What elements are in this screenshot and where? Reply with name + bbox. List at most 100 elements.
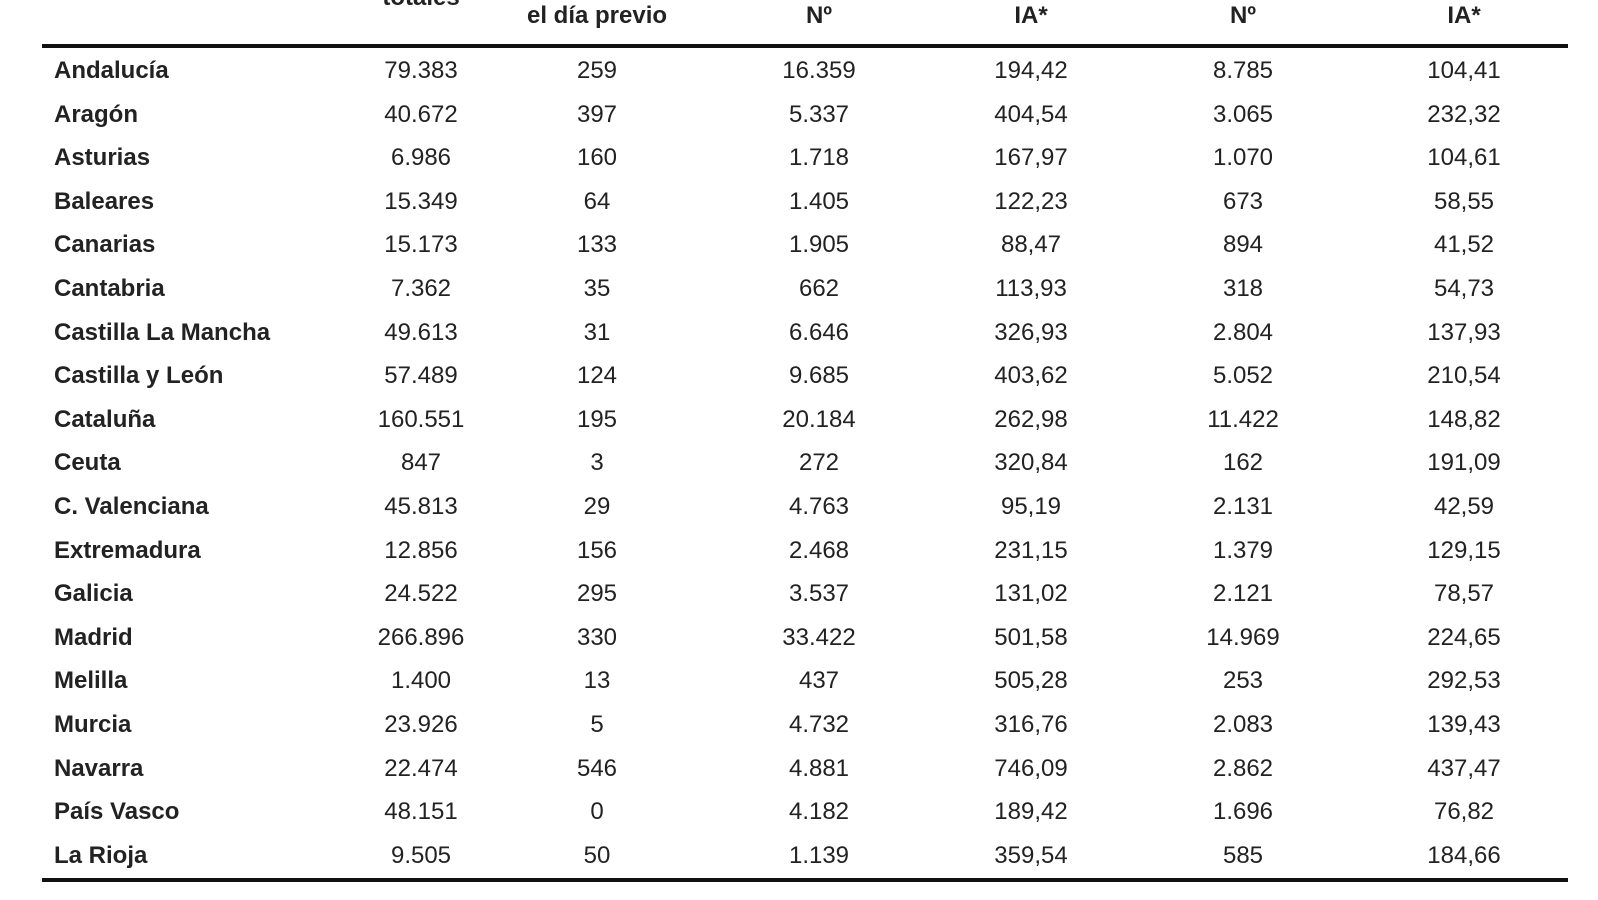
region-name: Asturias <box>54 144 151 172</box>
region-name: Aragón <box>54 100 138 128</box>
table-cell: 359,54 <box>994 841 1068 869</box>
table-cell: 4.763 <box>788 493 850 520</box>
table-cell: 22.474 <box>384 754 458 782</box>
table-cell: 3 <box>590 449 604 477</box>
column-header: IA* <box>1447 2 1481 29</box>
table-cell: 194,42 <box>994 57 1068 84</box>
table-cell: 113,93 <box>995 275 1067 302</box>
table-cell: 6.646 <box>788 318 850 346</box>
table-cell: 259 <box>576 57 618 84</box>
table-cell: 137,93 <box>1427 318 1501 346</box>
table-cell: 6.986 <box>390 144 452 172</box>
table-cell: 41,52 <box>1433 231 1495 259</box>
table-cell: 403,62 <box>994 362 1068 390</box>
table-cell: 3.537 <box>788 580 850 608</box>
table-cell: 167,97 <box>994 144 1068 172</box>
table-cell: 847 <box>400 449 442 477</box>
table-cell: 162 <box>1222 449 1264 477</box>
region-name: Melilla <box>54 667 128 695</box>
table-cell: 272 <box>798 449 840 477</box>
region-name: Baleares <box>54 187 155 215</box>
table-cell: 15.349 <box>384 187 458 215</box>
bottom-rule <box>42 878 1568 882</box>
table-cell: 1.379 <box>1212 536 1274 564</box>
table-cell: 64 <box>583 187 611 215</box>
table-cell: 124 <box>576 362 618 390</box>
table-cell: 2.121 <box>1212 580 1274 608</box>
table-cell: 189,42 <box>994 798 1068 826</box>
table-cell: 292,53 <box>1427 667 1501 695</box>
table-cell: 505,28 <box>994 667 1068 695</box>
table-cell: 9.505 <box>390 841 452 869</box>
table-cell: 5 <box>590 711 604 738</box>
region-name: Extremadura <box>54 536 201 564</box>
table-cell: 57.489 <box>384 362 458 390</box>
table-cell: 4.732 <box>788 711 850 738</box>
table-cell: 746,09 <box>994 754 1068 782</box>
table-cell: 1.070 <box>1212 144 1274 172</box>
table-cell: 673 <box>1222 187 1264 215</box>
table-cell: 139,43 <box>1427 711 1501 738</box>
table-cell: 45.813 <box>384 493 458 520</box>
table-cell: 35 <box>583 275 611 302</box>
region-name: Cantabria <box>54 275 165 302</box>
table-cell: 1.696 <box>1212 798 1274 826</box>
region-name: País Vasco <box>54 798 180 826</box>
table-cell: 4.182 <box>788 798 850 826</box>
table-cell: 8.785 <box>1212 57 1274 84</box>
column-header: el día previo <box>526 2 668 29</box>
region-name: Madrid <box>54 623 133 651</box>
table-cell: 31 <box>583 318 611 346</box>
table-cell: 15.173 <box>384 231 458 259</box>
table-cell: 148,82 <box>1427 405 1501 433</box>
table-cell: 48.151 <box>384 798 458 826</box>
region-name: Canarias <box>54 231 156 259</box>
table-cell: 160 <box>576 144 618 172</box>
table-cell: 5.337 <box>788 100 850 128</box>
table-cell: 11.422 <box>1207 405 1279 433</box>
table-cell: 320,84 <box>994 449 1068 477</box>
header-rule <box>42 44 1568 48</box>
table-cell: 330 <box>576 623 618 651</box>
table-cell: 33.422 <box>782 623 856 651</box>
table-cell: 326,93 <box>994 318 1068 346</box>
table-cell: 316,76 <box>994 711 1068 738</box>
table-cell: 232,32 <box>1427 100 1501 128</box>
table-cell: 2.083 <box>1212 711 1274 738</box>
table-cell: 2.131 <box>1212 493 1274 520</box>
table-cell: 122,23 <box>994 187 1068 215</box>
table-cell: 129,15 <box>1427 536 1501 564</box>
region-name: Cataluña <box>54 405 156 433</box>
region-name: Andalucía <box>54 57 169 84</box>
table-cell: 1.905 <box>788 231 850 259</box>
table-cell: 58,55 <box>1433 187 1495 215</box>
table-cell: 1.405 <box>788 187 850 215</box>
table-cell: 9.685 <box>788 362 850 390</box>
table-cell: 78,57 <box>1433 580 1495 608</box>
table-cell: 437,47 <box>1427 754 1501 782</box>
table-cell: 2.804 <box>1212 318 1274 346</box>
table-cell: 0 <box>590 798 604 826</box>
table-cell: 42,59 <box>1433 493 1495 520</box>
table-cell: 397 <box>576 100 618 128</box>
table-cell: 266.896 <box>377 623 465 651</box>
table-cell: 2.468 <box>788 536 850 564</box>
table-cell: 12.856 <box>384 536 458 564</box>
table-cell: 95,19 <box>1000 493 1062 520</box>
table-cell: 231,15 <box>994 536 1068 564</box>
table-cell: 295 <box>576 580 618 608</box>
table-cell: 13 <box>583 667 611 695</box>
table-cell: 7.362 <box>390 275 452 302</box>
table-cell: 404,54 <box>994 100 1068 128</box>
table-cell: 3.065 <box>1212 100 1274 128</box>
region-name: Navarra <box>54 754 144 782</box>
table-cell: 23.926 <box>384 711 458 738</box>
table-cell: 1.718 <box>788 144 850 172</box>
table-cell: 546 <box>576 754 618 782</box>
table-cell: 104,41 <box>1427 57 1501 84</box>
table-cell: 501,58 <box>994 623 1068 651</box>
region-name: La Rioja <box>54 841 148 869</box>
table-cell: 14.969 <box>1206 623 1280 651</box>
column-header: Nº <box>805 2 833 29</box>
